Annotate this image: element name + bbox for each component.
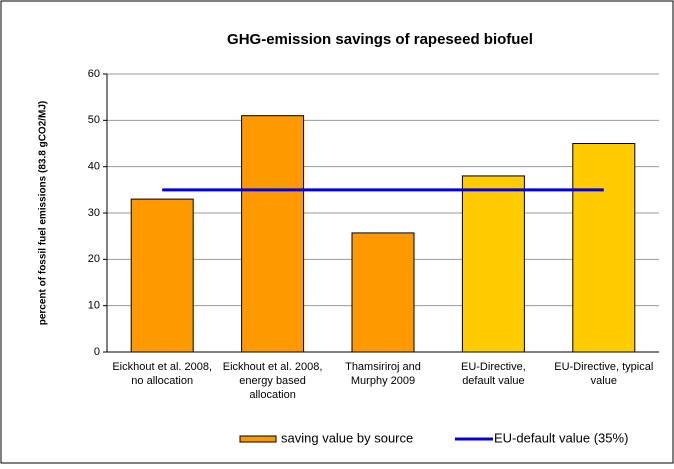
x-tick-label-box: EU-Directive, default value [460,361,526,387]
y-tick-label: 60 [88,68,100,80]
x-tick-label: Eickhout et al. 2008, no allocation [112,361,213,387]
y-tick-label: 30 [88,207,100,219]
legend-label: saving value by source [281,430,413,445]
x-tick-label-box: Eickhout et al. 2008, energy based alloc… [222,361,323,401]
bar [241,115,305,353]
bar [572,143,636,353]
legend-swatch [239,435,277,443]
x-tick-label: EU-Directive, typical value [554,361,654,387]
chart-title: GHG-emission savings of rapeseed biofuel [227,31,533,48]
x-tick-label-box: EU-Directive, typical value [554,361,654,387]
bar [461,175,525,353]
x-tick-label: Eickhout et al. 2008, energy based alloc… [222,361,323,401]
x-tick-label: EU-Directive, default value [460,361,526,387]
y-tick-label: 10 [88,300,100,312]
legend-label: EU-default value (35%) [494,430,628,445]
y-tick-label: 40 [88,161,100,173]
bar [351,232,415,353]
x-tick-label-box: Thamsiriroj and Murphy 2009 [345,361,421,387]
y-tick-label: 50 [88,114,100,126]
y-axis-label: percent of fossil fuel emissions (83.8 g… [38,101,49,326]
bar [130,198,194,353]
x-tick-label: Thamsiriroj and Murphy 2009 [345,361,421,387]
y-tick-label: 0 [94,346,100,358]
y-tick-label: 20 [88,253,100,265]
x-tick-label-box: Eickhout et al. 2008, no allocation [112,361,213,387]
